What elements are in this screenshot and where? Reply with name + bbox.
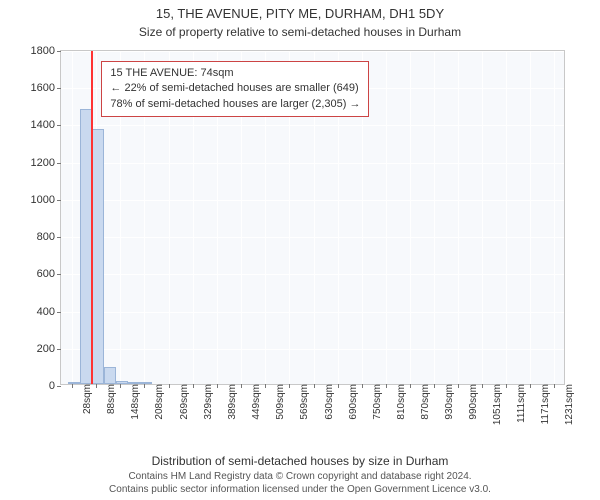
vgridline bbox=[72, 51, 73, 384]
chart-container: 15, THE AVENUE, PITY ME, DURHAM, DH1 5DY… bbox=[0, 0, 600, 500]
x-tick-label: 630sqm bbox=[318, 384, 335, 420]
x-tick-mark bbox=[530, 384, 531, 388]
vgridline bbox=[458, 51, 459, 384]
x-tick-mark bbox=[362, 384, 363, 388]
x-tick-mark bbox=[120, 384, 121, 388]
y-tick-mark bbox=[57, 163, 61, 164]
histogram-bar bbox=[92, 129, 104, 384]
x-tick-mark bbox=[386, 384, 387, 388]
x-tick-mark bbox=[193, 384, 194, 388]
x-tick-mark bbox=[434, 384, 435, 388]
x-tick-mark bbox=[72, 384, 73, 388]
x-tick-mark bbox=[144, 384, 145, 388]
x-tick-mark bbox=[410, 384, 411, 388]
x-tick-label: 148sqm bbox=[124, 384, 141, 420]
x-tick-label: 28sqm bbox=[76, 384, 93, 414]
x-tick-label: 870sqm bbox=[414, 384, 431, 420]
gridline bbox=[61, 51, 564, 52]
footer-line-1: Contains HM Land Registry data © Crown c… bbox=[0, 470, 600, 483]
histogram-bar bbox=[104, 367, 116, 384]
x-tick-mark bbox=[217, 384, 218, 388]
x-tick-mark bbox=[265, 384, 266, 388]
gridline bbox=[61, 200, 564, 201]
y-tick-mark bbox=[57, 237, 61, 238]
footer-line-2: Contains public sector information licen… bbox=[0, 483, 600, 496]
vgridline bbox=[554, 51, 555, 384]
gridline bbox=[61, 274, 564, 275]
x-tick-label: 1051sqm bbox=[486, 384, 503, 425]
x-tick-mark bbox=[241, 384, 242, 388]
x-tick-mark bbox=[289, 384, 290, 388]
x-tick-label: 810sqm bbox=[390, 384, 407, 420]
y-tick-mark bbox=[57, 349, 61, 350]
chart-title: 15, THE AVENUE, PITY ME, DURHAM, DH1 5DY bbox=[0, 0, 600, 23]
gridline bbox=[61, 163, 564, 164]
x-axis-label: Distribution of semi-detached houses by … bbox=[152, 454, 449, 468]
gridline bbox=[61, 349, 564, 350]
vgridline bbox=[482, 51, 483, 384]
y-tick-mark bbox=[57, 125, 61, 126]
x-tick-mark bbox=[554, 384, 555, 388]
gridline bbox=[61, 312, 564, 313]
x-tick-label: 569sqm bbox=[293, 384, 310, 420]
y-tick-mark bbox=[57, 274, 61, 275]
info-line: 78% of semi-detached houses are larger (… bbox=[110, 97, 360, 112]
x-tick-label: 1171sqm bbox=[534, 384, 551, 424]
x-tick-mark bbox=[338, 384, 339, 388]
x-tick-mark bbox=[482, 384, 483, 388]
y-tick-mark bbox=[57, 386, 61, 387]
histogram-bar bbox=[68, 382, 80, 384]
chart-subtitle: Size of property relative to semi-detach… bbox=[0, 23, 600, 39]
histogram-bar bbox=[128, 382, 140, 384]
x-tick-label: 690sqm bbox=[342, 384, 359, 420]
vgridline bbox=[530, 51, 531, 384]
info-line: 15 THE AVENUE: 74sqm bbox=[110, 66, 360, 81]
y-tick-mark bbox=[57, 51, 61, 52]
y-tick-mark bbox=[57, 200, 61, 201]
gridline bbox=[61, 125, 564, 126]
vgridline bbox=[434, 51, 435, 384]
info-line: ← 22% of semi-detached houses are smalle… bbox=[110, 81, 360, 96]
chart-area: 02004006008001000120014001600180028sqm88… bbox=[60, 50, 565, 385]
x-tick-label: 1111sqm bbox=[510, 384, 527, 423]
x-tick-label: 990sqm bbox=[462, 384, 479, 420]
x-tick-mark bbox=[506, 384, 507, 388]
x-tick-label: 208sqm bbox=[148, 384, 165, 420]
x-tick-label: 1231sqm bbox=[558, 384, 575, 425]
x-tick-mark bbox=[458, 384, 459, 388]
plot-area: 02004006008001000120014001600180028sqm88… bbox=[60, 50, 565, 385]
vgridline bbox=[506, 51, 507, 384]
x-tick-mark bbox=[96, 384, 97, 388]
x-tick-label: 269sqm bbox=[173, 384, 190, 420]
histogram-bar bbox=[140, 382, 152, 384]
x-tick-label: 449sqm bbox=[245, 384, 262, 420]
vgridline bbox=[410, 51, 411, 384]
x-tick-label: 329sqm bbox=[197, 384, 214, 420]
property-marker-line bbox=[91, 51, 93, 384]
info-box: 15 THE AVENUE: 74sqm← 22% of semi-detach… bbox=[101, 61, 369, 117]
x-tick-label: 930sqm bbox=[438, 384, 455, 420]
x-tick-label: 389sqm bbox=[221, 384, 238, 420]
x-tick-label: 750sqm bbox=[366, 384, 383, 420]
x-tick-label: 509sqm bbox=[269, 384, 286, 420]
y-tick-mark bbox=[57, 312, 61, 313]
x-tick-mark bbox=[169, 384, 170, 388]
gridline bbox=[61, 237, 564, 238]
y-tick-mark bbox=[57, 88, 61, 89]
vgridline bbox=[386, 51, 387, 384]
x-tick-label: 88sqm bbox=[100, 384, 117, 414]
x-tick-mark bbox=[314, 384, 315, 388]
histogram-bar bbox=[116, 381, 128, 384]
footer-text: Contains HM Land Registry data © Crown c… bbox=[0, 470, 600, 496]
